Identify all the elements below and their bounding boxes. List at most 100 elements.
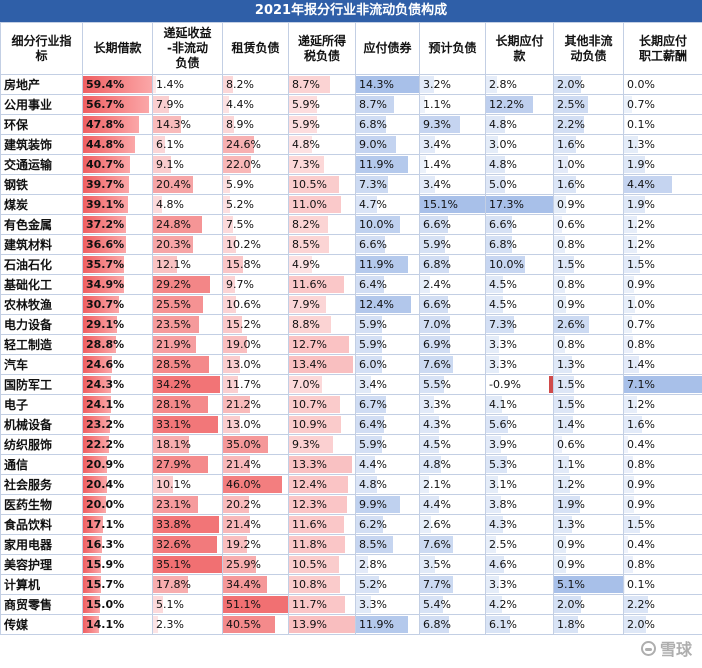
value-bar: [223, 376, 238, 393]
value-cell: 2.5%: [485, 534, 554, 555]
value-bar: [153, 496, 199, 513]
value-bar: [289, 476, 348, 493]
table-row: 通信 20.9% 27.9% 21.4% 13.3% 4.4% 4.8% 5.3% 1.1% 0.…: [0, 454, 702, 475]
value-cell: 13.9%: [288, 614, 356, 635]
value-bar: [153, 556, 222, 573]
value-cell: 3.3%: [485, 354, 554, 375]
value-cell: 4.8%: [152, 194, 223, 215]
value-cell: 17.3%: [485, 194, 554, 215]
value-bar: [486, 316, 515, 333]
table-row: 汽车 24.6% 28.5% 13.0% 13.4% 6.0% 7.6% 3.3% 1.3% 1.…: [0, 354, 702, 375]
value-cell: 4.4%: [355, 454, 420, 475]
industry-name: 商贸零售: [0, 594, 83, 615]
value-cell: 6.4%: [355, 414, 420, 435]
value-bar: [289, 156, 324, 173]
value-bar: [153, 176, 194, 193]
value-bar: [420, 536, 453, 553]
value-cell: 5.6%: [485, 414, 554, 435]
value-cell: 20.2%: [222, 494, 289, 515]
value-cell: 16.3%: [82, 534, 153, 555]
value-bar: [223, 276, 236, 293]
value-cell: 0.1%: [623, 114, 702, 135]
value-cell: 7.9%: [288, 294, 356, 315]
value-cell: 9.3%: [419, 114, 486, 135]
value-bar: [624, 156, 645, 173]
value-bar: [289, 76, 331, 93]
value-cell: 11.7%: [222, 374, 289, 395]
industry-name: 钢铁: [0, 174, 83, 195]
value-cell: 12.4%: [288, 474, 356, 495]
value-bar: [223, 436, 268, 453]
value-cell: 9.3%: [288, 434, 356, 455]
value-bar: [554, 256, 575, 273]
value-bar: [420, 76, 434, 93]
value-cell: 1.2%: [553, 474, 624, 495]
column-header: 递延收益 -非流动 负债: [152, 22, 223, 75]
value-cell: 2.0%: [553, 74, 624, 95]
table-row: 医药生物 20.0% 23.1% 20.2% 12.3% 9.9% 4.4% 3.8% 1.9%…: [0, 494, 702, 515]
value-bar: [223, 76, 234, 93]
value-bar: [83, 536, 102, 553]
value-bar: [356, 416, 385, 433]
industry-name: 建筑材料: [0, 234, 83, 255]
watermark-text: 雪球: [659, 640, 692, 659]
value-cell: 0.8%: [553, 234, 624, 255]
value-cell: 32.6%: [152, 534, 223, 555]
value-bar: [153, 376, 221, 393]
value-bar: [624, 616, 646, 633]
value-cell: 7.6%: [419, 534, 486, 555]
watermark: 雪球: [640, 636, 692, 660]
value-cell: 1.2%: [623, 214, 702, 235]
value-bar: [486, 496, 501, 513]
value-cell: 1.3%: [553, 514, 624, 535]
value-cell: 6.9%: [419, 334, 486, 355]
value-bar: [356, 236, 386, 253]
value-cell: 0.4%: [623, 534, 702, 555]
value-bar: [83, 76, 152, 93]
value-cell: 7.9%: [152, 94, 223, 115]
industry-name: 公用事业: [0, 94, 83, 115]
value-bar: [486, 176, 506, 193]
value-bar: [554, 216, 563, 233]
value-bar: [554, 296, 567, 313]
value-cell: 0.9%: [623, 274, 702, 295]
value-bar: [83, 596, 101, 613]
value-cell: 3.5%: [419, 554, 486, 575]
value-bar: [356, 296, 411, 313]
table-row: 纺织服饰 22.2% 18.1% 35.0% 9.3% 5.9% 4.5% 3.9% 0.6% 0…: [0, 434, 702, 455]
value-cell: 4.5%: [485, 274, 554, 295]
value-bar: [554, 396, 575, 413]
value-cell: 4.4%: [419, 494, 486, 515]
value-bar: [624, 216, 638, 233]
value-bar: [356, 536, 394, 553]
value-bar: [356, 556, 369, 573]
industry-name: 建筑装饰: [0, 134, 83, 155]
value-bar: [153, 96, 169, 113]
value-bar: [554, 76, 582, 93]
value-cell: 5.5%: [419, 374, 486, 395]
value-cell: 20.4%: [82, 474, 153, 495]
value-cell: 5.0%: [485, 174, 554, 195]
value-cell: 1.4%: [152, 74, 223, 95]
value-bar: [223, 176, 231, 193]
value-cell: 11.7%: [288, 594, 356, 615]
value-bar: [289, 556, 339, 573]
industry-name: 机械设备: [0, 414, 83, 435]
value-cell: 7.3%: [355, 174, 420, 195]
value-bar: [420, 336, 450, 353]
value-bar: [486, 76, 497, 93]
value-cell: 0.9%: [623, 494, 702, 515]
value-bar: [289, 196, 342, 213]
value-bar: [554, 516, 572, 533]
value-bar: [624, 336, 633, 353]
value-cell: -0.9%: [485, 374, 554, 395]
value-bar: [486, 296, 504, 313]
value-cell: 39.7%: [82, 174, 153, 195]
value-cell: 20.0%: [82, 494, 153, 515]
value-bar: [289, 616, 355, 633]
value-cell: 6.7%: [355, 394, 420, 415]
value-bar: [356, 476, 378, 493]
value-cell: 4.8%: [355, 474, 420, 495]
value-cell: 4.3%: [419, 414, 486, 435]
value-bar: [486, 96, 534, 113]
